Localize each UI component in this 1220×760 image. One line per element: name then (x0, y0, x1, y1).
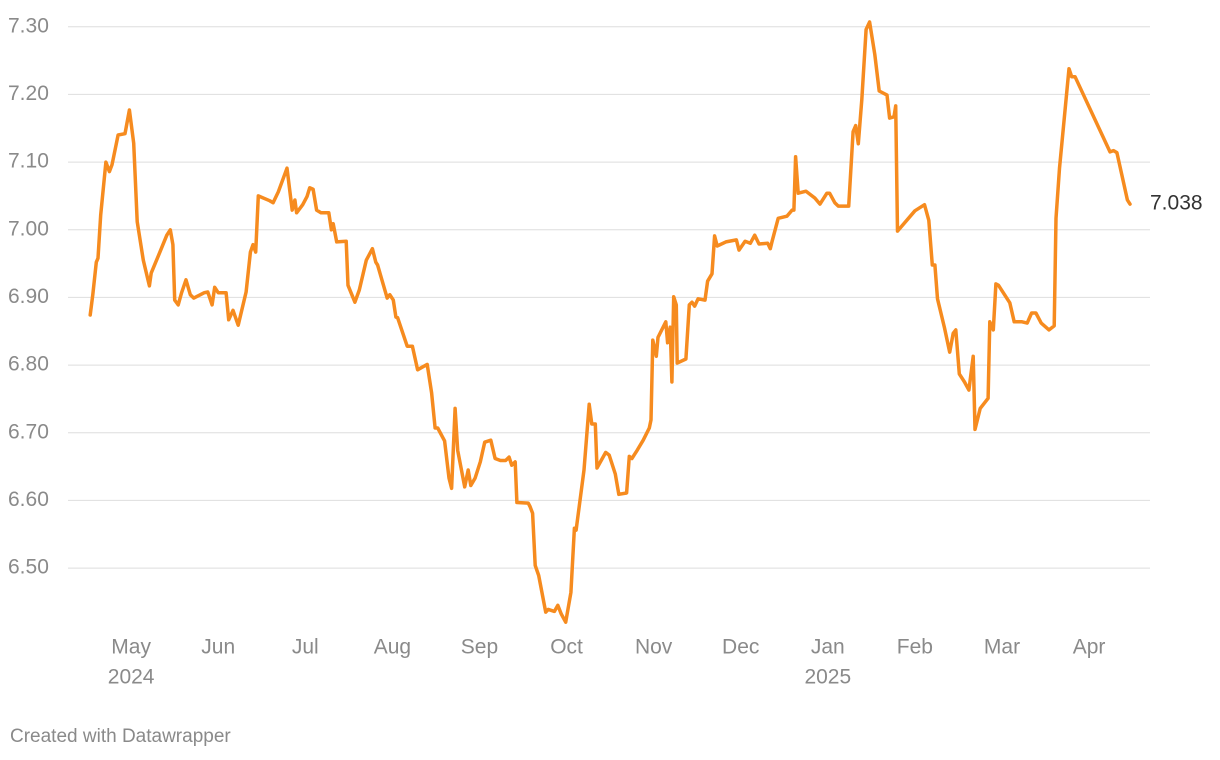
end-value-label: 7.038 (1150, 192, 1203, 215)
x-tick-label: Sep (461, 636, 498, 659)
x-tick-label: Aug (374, 636, 411, 659)
y-tick-label: 7.20 (8, 82, 49, 105)
x-tick-label: Jun (201, 636, 235, 659)
y-tick-label: 6.80 (8, 353, 49, 376)
x-tick-label: Jul (292, 636, 319, 659)
x-tick-label: Mar (984, 636, 1020, 659)
y-tick-label: 6.90 (8, 285, 49, 308)
x-tick-label: Oct (550, 636, 583, 659)
year-label: 2024 (108, 666, 155, 689)
y-tick-label: 7.30 (8, 14, 49, 37)
x-tick-label: Nov (635, 636, 673, 659)
y-tick-label: 6.60 (8, 488, 49, 511)
x-tick-label: Jan (811, 636, 845, 659)
x-tick-label: Apr (1073, 636, 1106, 659)
y-tick-label: 7.10 (8, 150, 49, 173)
x-tick-label: May (111, 636, 151, 659)
x-tick-label: Dec (722, 636, 759, 659)
y-tick-label: 7.00 (8, 217, 49, 240)
y-tick-label: 6.50 (8, 556, 49, 579)
year-label: 2025 (804, 666, 851, 689)
x-tick-label: Feb (897, 636, 933, 659)
line (88, 20, 1132, 624)
footer: Created with Datawrapper (10, 726, 231, 747)
y-tick-label: 6.70 (8, 420, 49, 443)
